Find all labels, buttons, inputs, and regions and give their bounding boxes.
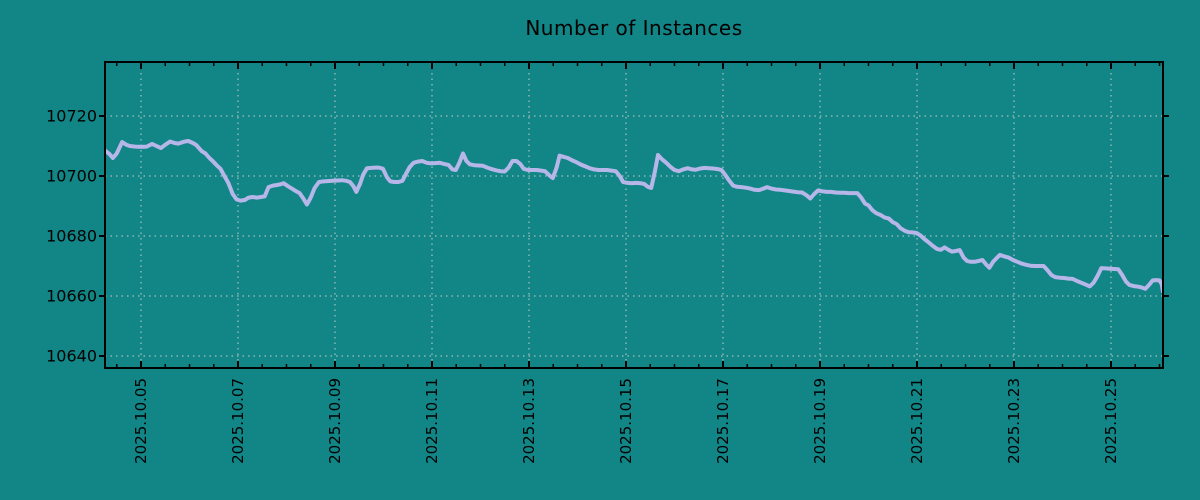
x-tick-label: 2025.10.21 bbox=[908, 378, 926, 464]
chart-title: Number of Instances bbox=[525, 16, 743, 40]
x-tick-label: 2025.10.25 bbox=[1102, 378, 1120, 464]
x-tick-label: 2025.10.15 bbox=[617, 378, 635, 464]
y-tick-label: 10700 bbox=[46, 167, 97, 186]
x-tick-label: 2025.10.05 bbox=[132, 378, 150, 464]
x-tick-label: 2025.10.23 bbox=[1005, 378, 1023, 464]
x-tick-label: 2025.10.13 bbox=[520, 378, 538, 464]
series-line bbox=[105, 138, 1163, 294]
x-tick-label: 2025.10.11 bbox=[423, 378, 441, 464]
plot-border bbox=[104, 61, 1164, 369]
y-tick-label: 10720 bbox=[46, 107, 97, 126]
y-tick-label: 10680 bbox=[46, 227, 97, 246]
y-tick-label: 10660 bbox=[46, 287, 97, 306]
x-tick-label: 2025.10.17 bbox=[714, 378, 732, 464]
y-tick-label: 10640 bbox=[46, 347, 97, 366]
x-tick-label: 2025.10.09 bbox=[326, 378, 344, 464]
x-tick-label: 2025.10.19 bbox=[811, 378, 829, 464]
x-tick-label: 2025.10.07 bbox=[229, 378, 247, 464]
